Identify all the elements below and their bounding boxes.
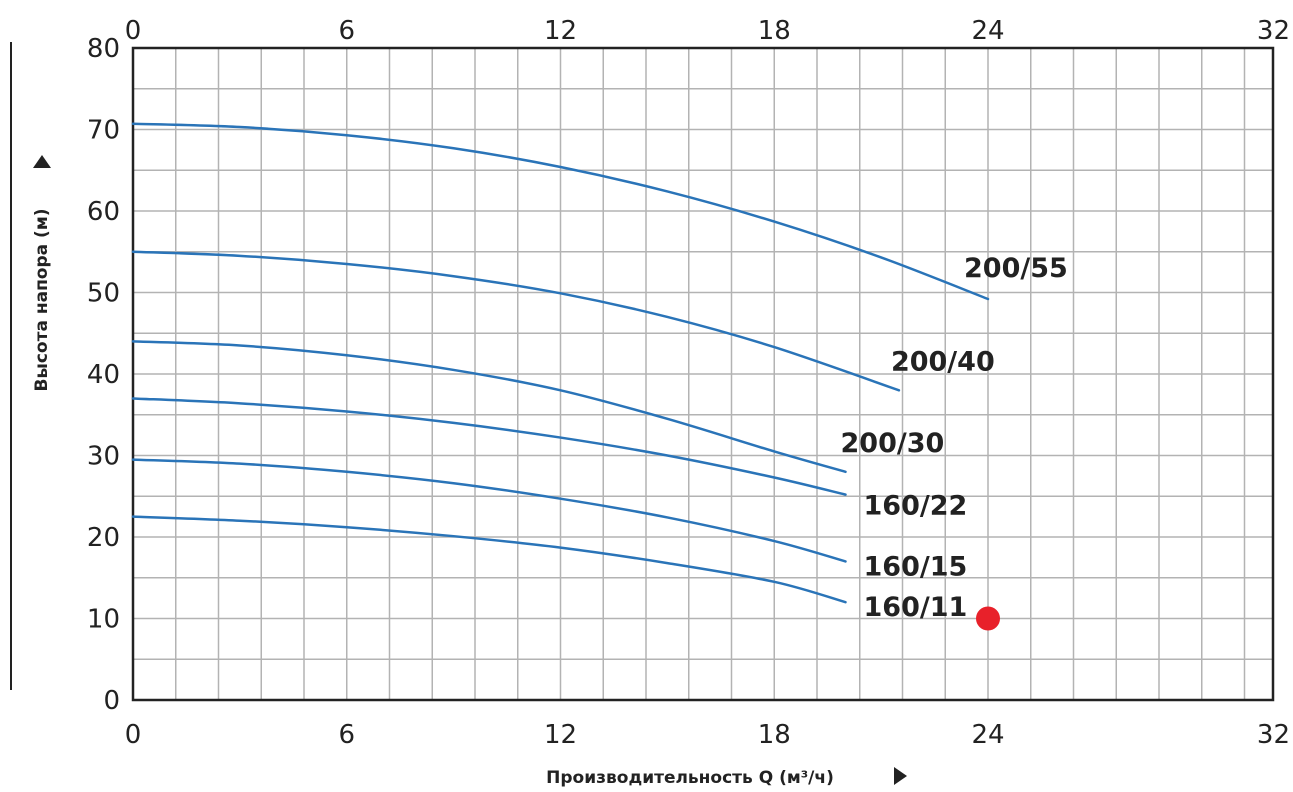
pump-curve-line (131, 397, 847, 496)
pump-curve-label: 160/15 (864, 551, 968, 582)
plot-frame (131, 46, 1275, 702)
y-tick-label: 50 (87, 279, 120, 309)
x-tick-label: 6 (338, 720, 355, 750)
pump-curve-label: 160/22 (864, 491, 968, 522)
x-axis-arrow-icon (894, 767, 907, 785)
y-tick-label: 40 (87, 360, 120, 390)
x-tick-label: 32 (1257, 720, 1290, 750)
pump-curve-label: 200/30 (841, 428, 945, 459)
y-tick-label: 60 (87, 197, 120, 227)
pump-curve-line (131, 250, 901, 392)
pump-curve-label: 200/55 (964, 253, 1068, 284)
y-axis-title: Высота напора (м) (32, 209, 52, 392)
y-tick-label: 0 (103, 686, 120, 716)
y-tick-label: 80 (87, 34, 120, 64)
pump-curve-line (131, 515, 847, 604)
y-tick-label: 70 (87, 116, 120, 146)
x-tick-label-top: 18 (758, 16, 791, 46)
x-tick-label-top: 6 (338, 16, 355, 46)
pump-curve-line (131, 340, 847, 474)
pump-curve-label: 160/11 (864, 592, 968, 623)
x-tick-label: 24 (971, 720, 1004, 750)
x-tick-label-top: 24 (971, 16, 1004, 46)
pump-curves (131, 122, 990, 604)
x-tick-label: 18 (758, 720, 791, 750)
pump-curve-label: 200/40 (891, 346, 995, 377)
y-tick-label: 30 (87, 442, 120, 472)
x-axis-ticks-bottom: 0 6 12 18 24 32 (125, 720, 1290, 750)
y-axis-arrow-icon (33, 155, 51, 168)
y-axis-ticks: 0 10 20 30 40 50 60 70 80 (87, 34, 120, 716)
grid (133, 48, 1273, 700)
x-tick-label: 12 (544, 720, 577, 750)
x-tick-label: 0 (125, 720, 142, 750)
y-tick-label: 10 (87, 605, 120, 635)
pump-curve-line (131, 458, 847, 563)
operating-point-marker (976, 606, 1000, 631)
y-tick-label: 20 (87, 523, 120, 553)
pump-curve-labels: 200/55 200/40 200/30 160/22 160/15 160/11 (841, 253, 1068, 623)
x-tick-label-top: 12 (544, 16, 577, 46)
x-tick-label-top: 0 (125, 16, 142, 46)
pump-curve-line (131, 122, 990, 301)
x-tick-label-top: 32 (1257, 16, 1290, 46)
x-axis-title: Производительность Q (м³/ч) (546, 768, 834, 788)
x-axis-ticks-top: 0 6 12 18 24 32 (125, 16, 1290, 46)
